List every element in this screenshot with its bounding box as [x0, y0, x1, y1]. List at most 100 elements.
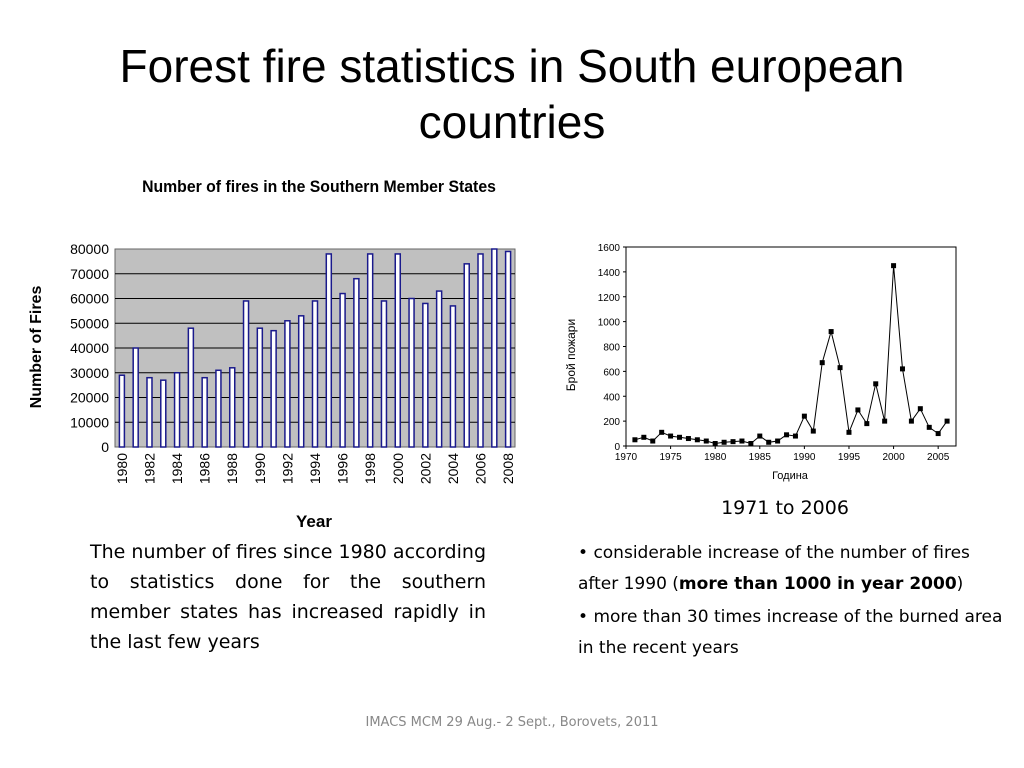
bar-y-tick-label: 0: [101, 439, 109, 455]
line-point-1986: [766, 439, 772, 445]
line-point-1994: [837, 365, 843, 371]
bar-chart-x-label: Year: [296, 512, 332, 531]
line-point-1988: [784, 432, 790, 438]
line-chart-y-label: Брой пожари: [564, 319, 578, 391]
finding-item: • more than 30 times increase of the bur…: [578, 607, 1003, 658]
line-x-tick-label: 1980: [704, 452, 727, 463]
line-y-tick-label: 800: [603, 343, 620, 354]
bar-chart-title: Number of fires in the Southern Member S…: [142, 178, 496, 197]
bullet-icon: •: [578, 543, 589, 563]
bar-y-tick-label: 20000: [70, 390, 109, 406]
bullet-icon: •: [578, 607, 589, 627]
bar-x-tick-label: 1992: [279, 453, 295, 484]
line-point-1991: [810, 428, 816, 434]
bar-2006: [477, 253, 484, 448]
line-point-2003: [917, 406, 923, 412]
line-point-1996: [855, 407, 861, 413]
bar-1984: [173, 372, 181, 448]
line-point-1992: [819, 360, 825, 366]
bar-1997: [353, 277, 360, 448]
bar-y-tick-label: 40000: [70, 340, 109, 356]
line-point-1999: [882, 418, 888, 424]
line-point-1980: [712, 441, 718, 447]
bar-1982: [146, 376, 153, 448]
line-x-tick-label: 1975: [659, 452, 682, 463]
bar-y-tick-label: 80000: [70, 241, 109, 257]
line-point-2005: [935, 431, 941, 437]
line-series: [634, 265, 948, 445]
line-point-1981: [721, 439, 727, 445]
bar-2004: [449, 305, 457, 448]
bar-x-tick-label: 1980: [114, 453, 130, 484]
line-point-2000: [891, 263, 897, 269]
line-x-tick-label: 1970: [615, 452, 638, 463]
line-point-1974: [659, 429, 665, 435]
bar-1991: [270, 329, 277, 448]
bar-1996: [339, 292, 346, 448]
line-y-tick-label: 1400: [598, 268, 621, 279]
bar-y-tick-label: 70000: [70, 266, 109, 282]
line-point-2006: [944, 418, 950, 424]
bar-1999: [380, 300, 388, 448]
bar-1986: [201, 376, 208, 448]
bar-y-tick-label: 50000: [70, 315, 109, 331]
bar-2001: [408, 297, 415, 448]
bar-1985: [187, 327, 195, 448]
line-point-1971: [632, 437, 638, 443]
line-point-1989: [792, 433, 798, 439]
bar-x-tick-label: 2008: [500, 453, 516, 484]
line-point-1995: [846, 429, 852, 435]
finding-item: • considerable increase of the number of…: [578, 543, 970, 594]
line-point-1993: [828, 329, 834, 335]
line-point-1972: [641, 434, 647, 440]
bar-1989: [242, 300, 250, 448]
bar-x-tick-label: 1988: [224, 453, 240, 484]
line-y-tick-label: 1000: [598, 318, 621, 329]
bar-x-tick-label: 2002: [417, 453, 433, 484]
findings-list: • considerable increase of the number of…: [578, 538, 1008, 666]
bar-1995: [325, 253, 333, 448]
line-point-2002: [908, 418, 914, 424]
line-x-tick-label: 2005: [927, 452, 950, 463]
bar-1990: [256, 327, 264, 448]
line-chart: 0 200 400 600 800 1000 1200 1400 1600 1970 1975 19…: [564, 243, 957, 482]
line-point-2004: [926, 424, 932, 430]
line-point-1997: [864, 421, 870, 427]
bar-y-tick-label: 10000: [70, 414, 109, 430]
bar-x-tick-label: 1994: [307, 453, 323, 484]
bar-1988: [228, 367, 236, 448]
line-y-tick-label: 600: [603, 367, 620, 378]
line-point-1976: [677, 434, 683, 440]
line-point-1973: [650, 438, 656, 444]
bar-x-tick-label: 1986: [197, 453, 213, 484]
page-title: Forest fire statistics in South european…: [119, 40, 905, 148]
bar-x-tick-label: 2004: [445, 453, 461, 484]
line-x-tick-label: 2000: [882, 452, 905, 463]
bar-x-tick-label: 1998: [362, 453, 378, 484]
line-point-2001: [899, 366, 905, 372]
line-y-tick-label: 200: [603, 417, 620, 428]
bar-x-tick-label: 2006: [473, 453, 489, 484]
bar-chart: Number of fires in the Southern Member S…: [28, 178, 516, 531]
bar-1993: [297, 315, 305, 448]
line-y-tick-label: 1200: [598, 293, 621, 304]
bar-2000: [394, 253, 402, 448]
bar-1994: [311, 300, 319, 448]
line-point-1978: [694, 437, 700, 443]
line-x-tick-label: 1985: [749, 452, 772, 463]
line-chart-x-label: Година: [772, 470, 809, 482]
fires-description: The number of fires since 1980 according…: [90, 541, 486, 653]
bar-2003: [435, 290, 443, 448]
line-point-1990: [801, 413, 807, 419]
line-point-1983: [739, 438, 745, 444]
line-y-tick-label: 1600: [598, 243, 621, 254]
footer-note: IMACS MCM 29 Aug.- 2 Sept., Borovets, 20…: [365, 715, 659, 730]
bar-2005: [463, 263, 470, 448]
bar-1998: [366, 253, 374, 448]
line-point-1984: [748, 441, 754, 447]
bar-1992: [284, 320, 291, 448]
line-point-1985: [757, 433, 763, 439]
bar-x-tick-label: 1990: [252, 453, 268, 484]
line-point-1982: [730, 439, 736, 445]
